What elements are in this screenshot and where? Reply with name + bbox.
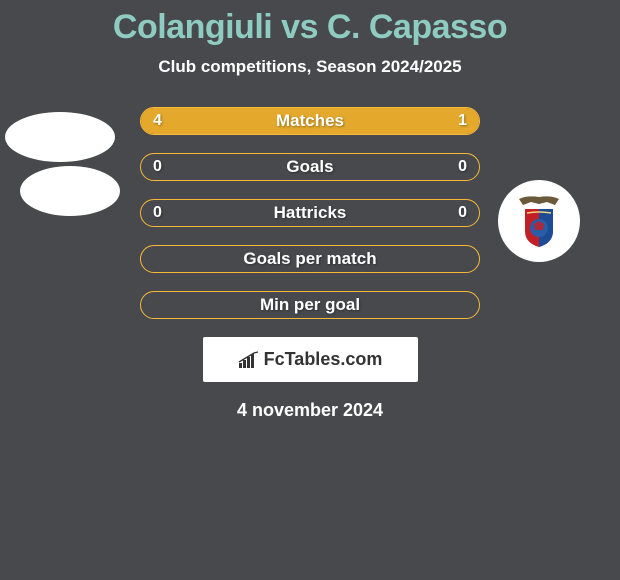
- casertana-logo-icon: [509, 191, 569, 251]
- right-club-badge: [498, 180, 580, 262]
- stat-row: 41Matches: [140, 107, 480, 135]
- stat-row: 00Hattricks: [140, 199, 480, 227]
- stat-label: Hattricks: [141, 203, 479, 223]
- watermark-label: FcTables.com: [238, 349, 383, 370]
- comparison-subtitle: Club competitions, Season 2024/2025: [0, 57, 620, 77]
- stat-row: Goals per match: [140, 245, 480, 273]
- left-badge-2: [20, 166, 120, 216]
- stat-rows: 41Matches 00Goals 00Hattricks Goals per mat…: [140, 107, 480, 319]
- watermark-text: FcTables.com: [264, 349, 383, 370]
- stat-row: Min per goal: [140, 291, 480, 319]
- left-badge-1: [5, 112, 115, 162]
- watermark-box: FcTables.com: [203, 337, 418, 382]
- stat-label: Goals: [141, 157, 479, 177]
- stat-row: 00Goals: [140, 153, 480, 181]
- comparison-title: Colangiuli vs C. Capasso: [0, 0, 620, 47]
- snapshot-date: 4 november 2024: [0, 400, 620, 421]
- stat-label: Matches: [141, 111, 479, 131]
- fctables-logo-icon: [238, 351, 260, 369]
- stat-label: Min per goal: [141, 295, 479, 315]
- stat-label: Goals per match: [141, 249, 479, 269]
